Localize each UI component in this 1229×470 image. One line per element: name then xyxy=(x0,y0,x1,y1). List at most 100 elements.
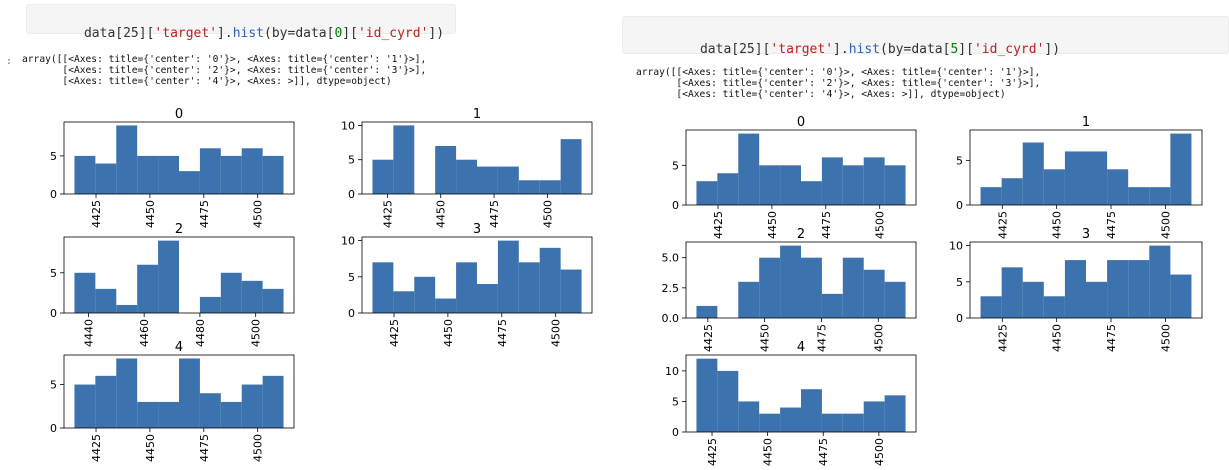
x-tick-label: 4450 xyxy=(1051,211,1064,239)
subplot-title: 2 xyxy=(797,227,805,242)
code-prefix: data[25][ xyxy=(699,42,771,57)
histogram-bar xyxy=(116,304,138,313)
histogram-bar xyxy=(780,245,801,318)
code-suffix: ]) xyxy=(428,26,445,41)
output-prompt: : xyxy=(6,56,13,67)
histogram-bar xyxy=(137,264,159,313)
y-tick-label: 5 xyxy=(348,271,355,284)
x-tick-label: 4425 xyxy=(996,211,1009,239)
x-tick-label: 4500 xyxy=(250,319,263,347)
subplot-right-1: 1 0 5 4425 4450 4475 4500 xyxy=(956,115,1203,239)
subplot-title: 3 xyxy=(1082,227,1090,242)
histogram-bar xyxy=(884,395,906,432)
axes-frame xyxy=(361,121,593,195)
axes-frame xyxy=(969,241,1203,319)
histogram-bar xyxy=(393,291,415,313)
histogram-bar xyxy=(1149,245,1171,318)
x-tick-label: 4425 xyxy=(381,200,394,228)
y-tick-label: 5.0 xyxy=(662,252,680,265)
right-notebook-panel: data[25]['target'].hist(by=data[5]['id_c… xyxy=(622,0,1229,470)
histogram-bar xyxy=(780,407,801,432)
axes-frame xyxy=(63,354,295,429)
y-tick-label: 2.5 xyxy=(662,282,680,295)
histogram-bar xyxy=(199,296,221,313)
y-tick-label: 0 xyxy=(50,188,57,201)
subplot-left-3: 3 0 5 10 4425 4450 4475 4500 xyxy=(341,222,593,347)
subplot-title: 0 xyxy=(175,107,183,122)
x-tick-label: 4425 xyxy=(90,434,103,462)
histogram-bar xyxy=(137,401,159,428)
x-tick-label: 4500 xyxy=(550,319,563,347)
code-string: 'id_cyrd' xyxy=(973,42,1045,57)
histogram-bar xyxy=(435,146,457,194)
code-punct: (by=data[ xyxy=(264,26,335,41)
x-tick-label: 4425 xyxy=(90,200,103,228)
histogram-bar xyxy=(717,173,739,205)
x-tick-label: 4475 xyxy=(488,200,501,228)
histogram-bar xyxy=(980,296,1002,318)
axes-frame xyxy=(63,236,295,314)
code-line: data[25]['target'].hist(by=data[0]['id_c… xyxy=(37,11,444,56)
histogram-bar xyxy=(696,358,718,432)
x-tick-label: 4480 xyxy=(194,319,207,347)
histogram-bar xyxy=(95,288,117,313)
histogram-bar xyxy=(456,262,477,313)
y-tick-label: 5 xyxy=(348,154,355,167)
histogram-bar xyxy=(414,276,436,313)
histogram-bar xyxy=(1001,267,1023,318)
histogram-bar xyxy=(137,155,159,194)
subplot-right-0: 0 0 5 4425 4450 4475 4500 xyxy=(672,115,917,239)
histogram-bar xyxy=(1043,296,1065,318)
histogram-bar xyxy=(738,401,760,432)
histogram-bar xyxy=(1022,281,1044,318)
code-number: 5 xyxy=(950,42,959,57)
histogram-bar xyxy=(780,165,801,205)
code-cell[interactable]: data[25]['target'].hist(by=data[0]['id_c… xyxy=(26,4,456,41)
x-tick-label: 4425 xyxy=(388,319,401,347)
y-tick-label: 10 xyxy=(341,235,355,248)
histogram-bar xyxy=(801,257,822,318)
histogram-bar xyxy=(241,148,263,194)
code-method: hist xyxy=(848,42,881,57)
histogram-bar xyxy=(759,257,781,318)
subplot-right-2: 2 0.0 2.5 5.0 4425 4450 4475 4500 xyxy=(662,227,917,352)
subplot-title: 1 xyxy=(473,107,481,122)
x-tick-label: 4500 xyxy=(252,200,265,228)
x-tick-label: 4425 xyxy=(702,324,715,352)
x-tick-label: 4500 xyxy=(874,211,887,239)
histogram-bar xyxy=(199,393,221,428)
y-tick-label: 5 xyxy=(956,276,963,289)
histogram-bar xyxy=(1064,151,1086,205)
histogram-bar xyxy=(717,370,739,432)
histogram-bar xyxy=(477,166,498,194)
y-tick-label: 10 xyxy=(665,365,679,378)
y-tick-label: 0 xyxy=(348,188,355,201)
output-line: [<Axes: title={'center': '4'}>, <Axes: >… xyxy=(636,89,1006,100)
x-tick-label: 4475 xyxy=(1105,211,1118,239)
code-method: hist xyxy=(232,26,265,41)
histogram-bar xyxy=(842,257,864,318)
code-line: data[25]['target'].hist(by=data[5]['id_c… xyxy=(653,27,1060,72)
histogram-bar xyxy=(560,139,582,194)
subplot-right-3: 3 0 5 10 4425 4450 4475 4500 xyxy=(949,227,1203,352)
histogram-bar xyxy=(497,240,519,313)
histogram-bar xyxy=(199,148,221,194)
histogram-bar xyxy=(1022,142,1044,205)
x-tick-label: 4450 xyxy=(144,434,157,462)
y-tick-label: 5 xyxy=(50,267,57,280)
y-tick-label: 0 xyxy=(50,422,57,435)
panel-divider xyxy=(615,0,622,470)
histogram-bar xyxy=(738,133,760,205)
code-cell[interactable]: data[25]['target'].hist(by=data[5]['id_c… xyxy=(622,16,1229,57)
code-string: 'target' xyxy=(154,26,218,41)
x-tick-label: 4500 xyxy=(541,200,554,228)
subplot-right-4: 4 0 5 10 4425 4450 4475 4500 xyxy=(665,340,917,466)
histogram-bar xyxy=(372,262,394,313)
histogram-bar xyxy=(863,157,885,205)
histogram-bar xyxy=(1043,169,1065,205)
subplot-title: 2 xyxy=(175,222,183,237)
histogram-bar xyxy=(738,281,760,318)
y-tick-label: 0 xyxy=(672,426,679,439)
histogram-bar xyxy=(220,401,242,428)
